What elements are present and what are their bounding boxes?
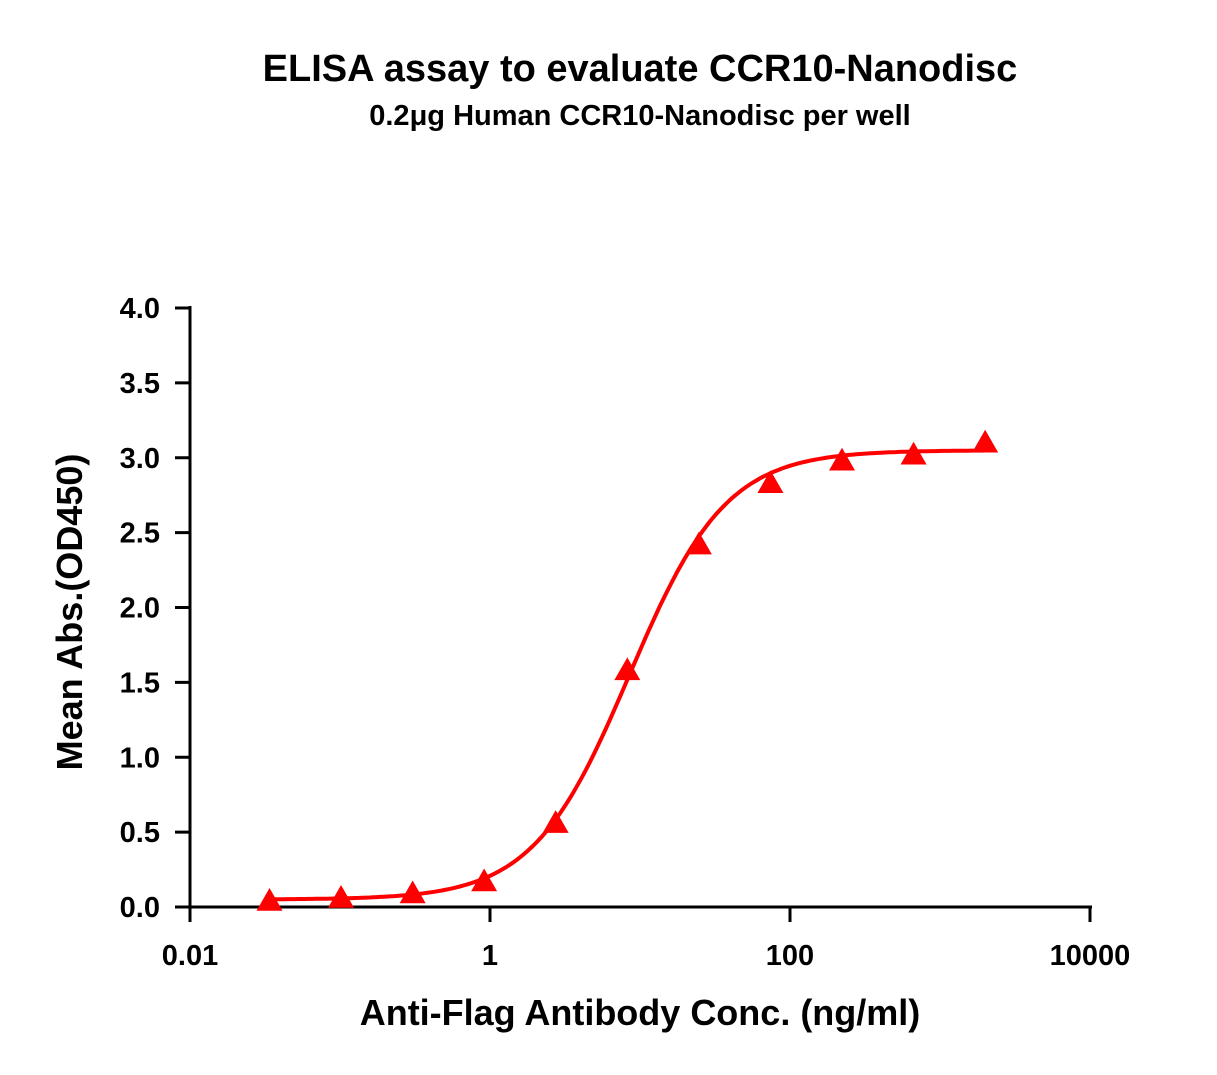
data-point-triangle (614, 657, 641, 681)
y-tick-label: 1.5 (120, 667, 160, 699)
x-tick-label: 10000 (1050, 940, 1131, 972)
data-point-triangle (685, 531, 712, 555)
data-point-triangle (972, 429, 999, 453)
y-tick-label: 4.0 (120, 293, 160, 325)
y-tick-label: 2.0 (120, 593, 160, 625)
data-point-triangle (471, 868, 498, 892)
y-tick-label: 2.5 (120, 518, 160, 550)
data-point-triangle (757, 470, 784, 493)
data-point-triangle (328, 885, 355, 908)
x-tick-label: 1 (482, 940, 498, 972)
chart-title: ELISA assay to evaluate CCR10-Nanodisc (262, 48, 1018, 90)
x-tick-label: 100 (766, 940, 814, 972)
data-point-triangle (829, 447, 856, 471)
y-axis-label: Mean Abs.(OD450) (49, 454, 90, 771)
chart-subtitle: 0.2μg Human CCR10-Nanodisc per well (369, 100, 911, 132)
y-tick-label: 0.0 (120, 892, 160, 924)
data-point-triangle (399, 880, 426, 904)
data-point-triangle (900, 441, 927, 465)
y-tick-label: 3.0 (120, 443, 160, 475)
data-point-triangle (256, 888, 283, 911)
y-tick-label: 1.0 (120, 742, 160, 774)
data-point-triangle (542, 810, 569, 833)
y-tick-label: 3.5 (120, 368, 160, 400)
x-axis-label: Anti-Flag Antibody Conc. (ng/ml) (360, 992, 921, 1033)
x-tick-label: 0.01 (162, 940, 218, 972)
y-tick-label: 0.5 (120, 817, 160, 849)
